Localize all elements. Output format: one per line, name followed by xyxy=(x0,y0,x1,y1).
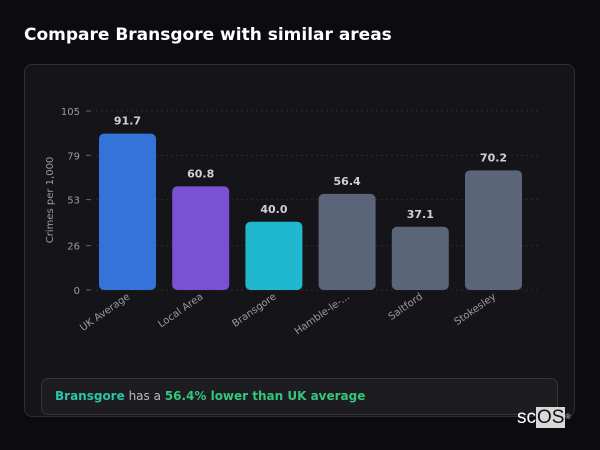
page-title: Compare Bransgore with similar areas xyxy=(24,25,392,45)
bar-value-label: 37.1 xyxy=(407,208,434,221)
x-tick-label: Saltford xyxy=(387,291,425,322)
bar-5 xyxy=(465,170,522,290)
y-tick-label: 105 xyxy=(61,107,80,118)
x-tick-label: Hamble-le-... xyxy=(293,291,352,337)
summary-box: Bransgore has a 56.4% lower than UK aver… xyxy=(41,378,558,415)
x-tick-label: Stokesley xyxy=(453,291,499,328)
bar-value-label: 91.7 xyxy=(114,115,141,128)
summary-text: has a xyxy=(124,389,165,403)
x-tick-label: Local Area xyxy=(156,291,205,330)
scos-logo: scOS® xyxy=(517,407,571,428)
bar-value-label: 40.0 xyxy=(260,203,287,216)
bar-value-label: 60.8 xyxy=(187,167,214,180)
bar-4 xyxy=(391,226,449,290)
bar-value-label: 56.4 xyxy=(334,175,361,188)
y-tick-label: 26 xyxy=(67,242,80,253)
y-tick-label: 79 xyxy=(67,151,80,162)
x-tick-label: Bransgore xyxy=(230,291,278,329)
bar-2 xyxy=(245,221,303,290)
y-tick-label: 53 xyxy=(67,196,80,207)
bar-0 xyxy=(99,133,156,290)
summary-area: Bransgore xyxy=(55,389,125,403)
y-tick-label: 0 xyxy=(74,286,80,297)
summary-comparison: 56.4% lower than UK average xyxy=(164,389,366,403)
bar-3 xyxy=(318,193,376,290)
bar-value-label: 70.2 xyxy=(480,151,507,164)
bar-1 xyxy=(172,186,230,290)
y-axis-label: Crimes per 1,000 xyxy=(45,157,56,244)
x-tick-label: UK Average xyxy=(78,291,132,333)
